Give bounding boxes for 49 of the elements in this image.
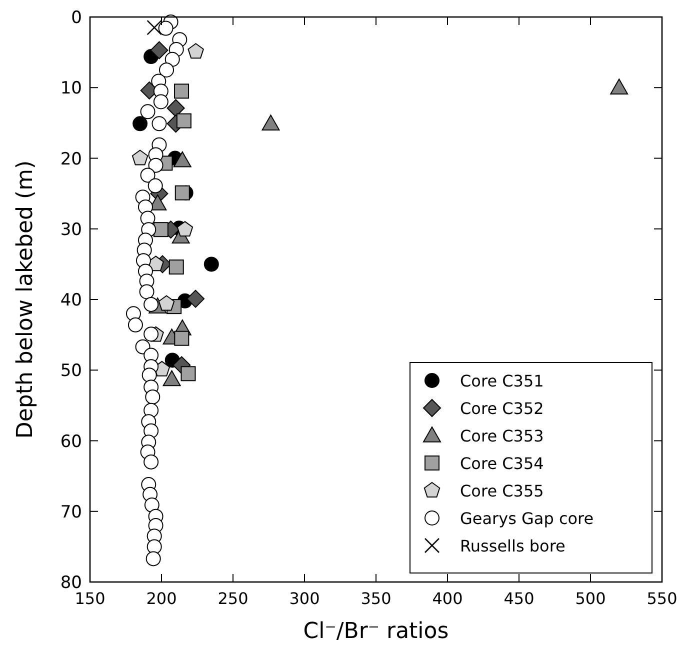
point [150,41,168,60]
y-tick-label: 70 [60,502,82,522]
point [168,260,184,275]
x-axis-title: Cl⁻/Br⁻ ratios [303,619,449,644]
point [148,178,163,194]
point [132,150,148,166]
point [262,114,280,131]
legend-label: Gearys Gap core [460,509,594,528]
point [132,116,148,132]
x-tick-label: 500 [575,589,606,608]
x-tick-label: 250 [218,589,248,608]
point [146,20,162,36]
point [174,330,190,346]
point [186,290,205,308]
point [180,366,196,382]
legend-label: Core C355 [460,482,544,500]
y-tick-label: 0 [71,8,82,28]
x-tick-label: 450 [504,589,534,608]
point [176,221,194,237]
point [173,151,192,168]
y-tick-label: 30 [60,220,82,240]
point [162,370,181,386]
point [204,256,219,272]
point [144,326,159,342]
legend-label: Core C351 [460,372,544,390]
point [174,84,190,99]
y-tick-label: 60 [60,432,82,452]
point [158,295,175,311]
point [188,43,204,59]
point [176,113,192,128]
y-tick-label: 10 [60,78,82,99]
point [174,185,190,200]
y-axis-title: Depth below lakebed (m) [13,160,38,439]
point [148,158,164,173]
y-tick-label: 20 [60,149,82,170]
x-tick-label: 200 [146,589,177,608]
legend-label: Core C354 [460,454,544,473]
legend-label: Core C352 [460,399,544,418]
x-tick-label: 350 [360,589,392,608]
x-tick-label: 300 [289,589,320,608]
point [153,222,168,238]
legend-label: Russells bore [460,536,566,556]
x-tick-label: 400 [432,589,463,608]
y-tick-label: 40 [60,290,82,310]
point [610,78,628,94]
point [166,99,185,118]
y-tick-label: 50 [60,361,82,382]
x-tick-label: 550 [646,589,678,608]
legend-label: Core C353 [460,426,544,446]
